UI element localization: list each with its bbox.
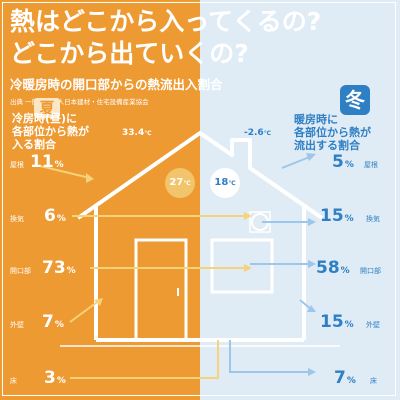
winter-wall-unit: % <box>344 320 354 330</box>
summer-indoor-temp-value: 27 <box>169 177 184 188</box>
winter-vent-number: 15 <box>320 206 344 226</box>
winter-wall-label: 外壁 <box>366 321 380 329</box>
winter-wall-value: 15% <box>320 312 354 332</box>
winter-badge: 冬 <box>340 85 370 115</box>
summer-badge: 夏 <box>34 98 60 118</box>
title-line-2: どこから出ていくの? <box>10 39 249 68</box>
winter-window-value: 58% <box>316 258 350 278</box>
winter-window-unit: % <box>340 266 350 276</box>
summer-outdoor-temp-value: 33.4 <box>122 128 145 138</box>
house-door <box>134 238 188 342</box>
arrow-winter-floor <box>229 340 312 373</box>
winter-panel <box>200 0 400 400</box>
winter-heading: 暖房時に 各部位から熱が 流出する割合 <box>294 113 371 152</box>
winter-window-number: 58 <box>316 258 340 278</box>
summer-window-value: 73% <box>42 258 76 278</box>
winter-outdoor-temp: -2.6℃ <box>244 128 271 138</box>
summer-arrows <box>39 165 248 379</box>
house-roof <box>76 131 324 220</box>
house-walls <box>94 206 306 342</box>
summer-indoor-temp: 27℃ <box>165 168 195 198</box>
summer-panel <box>0 0 200 400</box>
winter-window-label: 開口部 <box>360 267 381 275</box>
summer-wall-unit: % <box>54 320 64 330</box>
winter-indoor-temp-unit: ℃ <box>228 180 236 187</box>
summer-indoor-temp-unit: ℃ <box>183 180 191 187</box>
summer-vent-unit: % <box>56 214 66 224</box>
winter-vent-label: 換気 <box>366 215 380 223</box>
summer-heading-line-3: 入る割合 <box>12 138 56 151</box>
winter-vent-value: 15% <box>320 206 354 226</box>
frame-border <box>2 2 396 396</box>
summer-floor-number: 3 <box>44 368 56 388</box>
winter-vent-unit: % <box>344 214 354 224</box>
summer-heading-line-1: 冷房時(昼)に <box>12 112 78 125</box>
winter-roof-label: 屋根 <box>364 161 378 169</box>
summer-floor-unit: % <box>56 376 66 386</box>
winter-heading-line-1: 暖房時に <box>294 113 338 126</box>
winter-outdoor-temp-unit: ℃ <box>263 130 271 137</box>
winter-floor-number: 7 <box>334 368 346 388</box>
summer-roof-number: 11 <box>30 152 54 172</box>
winter-roof-value: 5% <box>332 152 354 172</box>
winter-floor-unit: % <box>346 376 356 386</box>
winter-floor-label: 床 <box>370 377 377 385</box>
winter-indoor-temp-value: 18 <box>214 177 229 188</box>
winter-roof-unit: % <box>344 160 354 170</box>
summer-vent-value: 6% <box>44 206 66 226</box>
house-window <box>210 238 274 294</box>
summer-wall-number: 7 <box>42 312 54 332</box>
summer-roof-label: 屋根 <box>10 161 24 169</box>
summer-heading: 冷房時(昼)に 各部位から熱が 入る割合 <box>12 112 89 151</box>
arrow-summer-wall <box>69 299 101 323</box>
arrow-summer-floor <box>70 340 219 379</box>
winter-outdoor-temp-value: -2.6 <box>244 128 264 138</box>
summer-window-number: 73 <box>42 258 66 278</box>
winter-floor-value: 7% <box>334 368 356 388</box>
summer-floor-value: 3% <box>44 368 66 388</box>
summer-vent-label: 換気 <box>10 215 24 223</box>
summer-window-unit: % <box>66 266 76 276</box>
winter-heading-line-2: 各部位から熱が <box>294 126 371 139</box>
winter-roof-number: 5 <box>332 152 344 172</box>
summer-heading-line-2: 各部位から熱が <box>12 125 89 138</box>
summer-outdoor-temp-unit: ℃ <box>144 130 152 137</box>
arrow-winter-roof <box>281 155 313 169</box>
summer-roof-unit: % <box>54 160 64 170</box>
arrow-summer-roof <box>39 165 91 179</box>
summer-roof-value: 11% <box>30 152 64 172</box>
summer-vent-number: 6 <box>44 206 56 226</box>
winter-indoor-temp: 18℃ <box>210 168 240 198</box>
summer-wall-value: 7% <box>42 312 64 332</box>
summer-floor-label: 床 <box>10 377 17 385</box>
winter-wall-number: 15 <box>320 312 344 332</box>
summer-outdoor-temp: 33.4℃ <box>122 128 151 138</box>
summer-wall-label: 外壁 <box>10 321 24 329</box>
title-line-1: 熱はどこから入ってくるの? <box>10 7 322 36</box>
summer-window-label: 開口部 <box>10 267 31 275</box>
source-note: 出典 一般社団法人日本建材・住宅設備産業協会 <box>10 98 149 106</box>
winter-heading-line-3: 流出する割合 <box>294 139 360 152</box>
subtitle: 冷暖房時の開口部からの熱流出入割合 <box>10 77 223 92</box>
